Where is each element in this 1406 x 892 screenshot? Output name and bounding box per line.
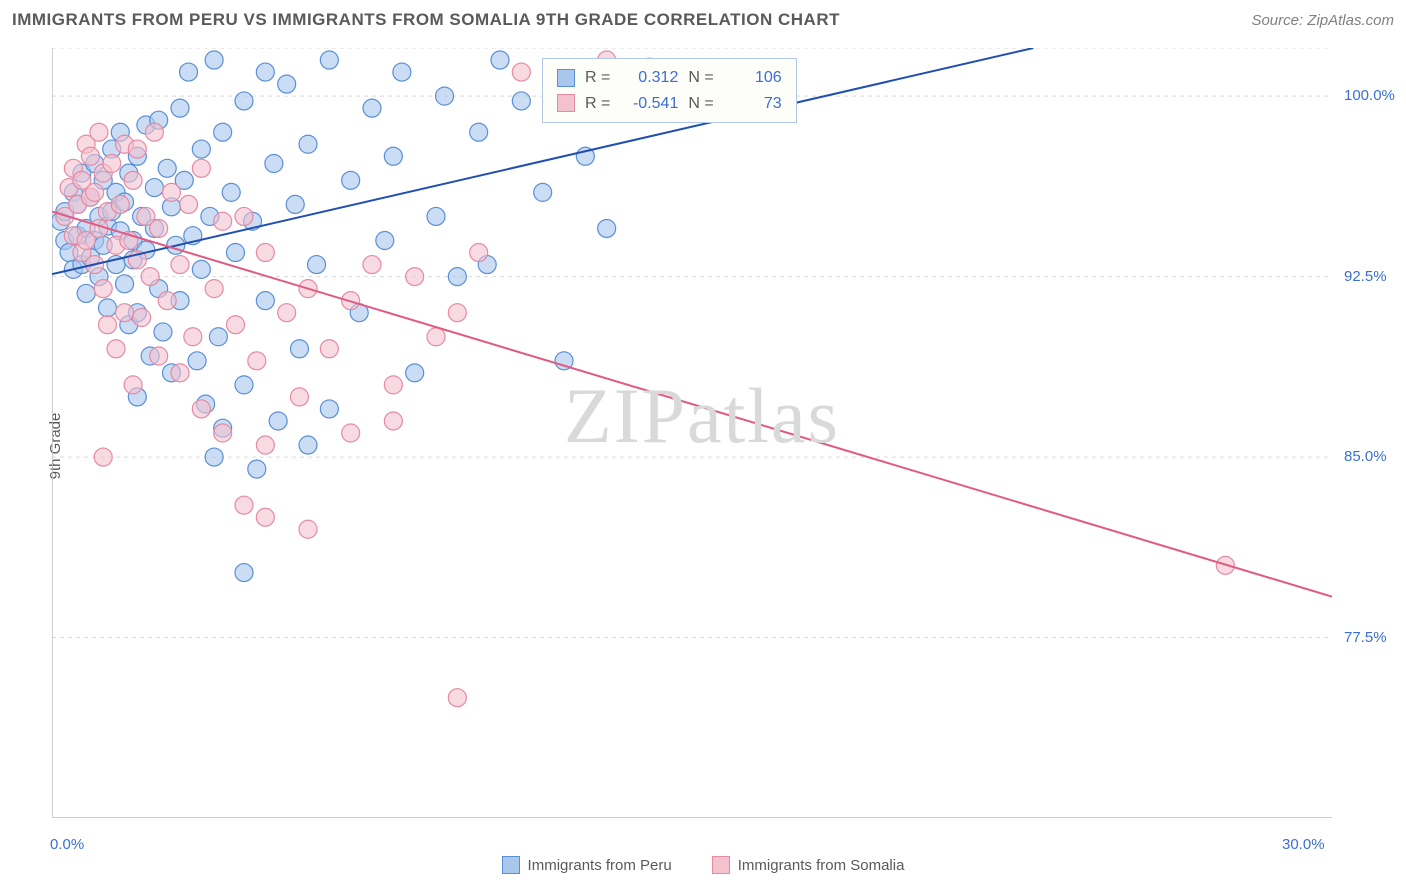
stats-r-label: R = — [585, 91, 610, 117]
y-tick-label: 85.0% — [1344, 448, 1387, 465]
y-tick-label: 100.0% — [1344, 87, 1395, 104]
x-tick-label: 0.0% — [50, 836, 84, 853]
stats-r-label: R = — [585, 65, 610, 91]
legend-item-somalia: Immigrants from Somalia — [712, 856, 905, 874]
stats-n-label: N = — [688, 91, 713, 117]
legend-label-somalia: Immigrants from Somalia — [738, 857, 905, 874]
y-tick-label: 92.5% — [1344, 268, 1387, 285]
stats-legend-box: R = 0.312 N = 106 R = -0.541 N = 73 — [542, 58, 797, 123]
chart-title: IMMIGRANTS FROM PERU VS IMMIGRANTS FROM … — [12, 10, 840, 30]
source-attribution: Source: ZipAtlas.com — [1251, 12, 1394, 29]
stats-row: R = -0.541 N = 73 — [557, 91, 782, 117]
y-tick-label: 77.5% — [1344, 629, 1387, 646]
legend-item-peru: Immigrants from Peru — [502, 856, 672, 874]
stats-n-value: 73 — [724, 91, 782, 117]
legend-swatch-peru — [502, 856, 520, 874]
legend-label-peru: Immigrants from Peru — [528, 857, 672, 874]
bottom-legend: Immigrants from Peru Immigrants from Som… — [0, 856, 1406, 874]
stats-row: R = 0.312 N = 106 — [557, 65, 782, 91]
scatter-chart-svg — [52, 48, 1332, 818]
chart-area: ZIPatlas R =0.312N =106R =-0.541N =73 — [52, 48, 1332, 818]
x-tick-label: 30.0% — [1282, 836, 1325, 853]
stats-n-value: 106 — [724, 65, 782, 91]
stats-swatch — [557, 69, 575, 87]
stats-r-value: -0.541 — [620, 91, 678, 117]
stats-r-value: 0.312 — [620, 65, 678, 91]
stats-swatch — [557, 94, 575, 112]
legend-swatch-somalia — [712, 856, 730, 874]
stats-n-label: N = — [688, 65, 713, 91]
